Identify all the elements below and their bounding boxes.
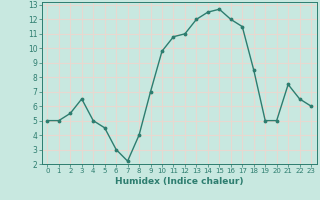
X-axis label: Humidex (Indice chaleur): Humidex (Indice chaleur) [115,177,244,186]
